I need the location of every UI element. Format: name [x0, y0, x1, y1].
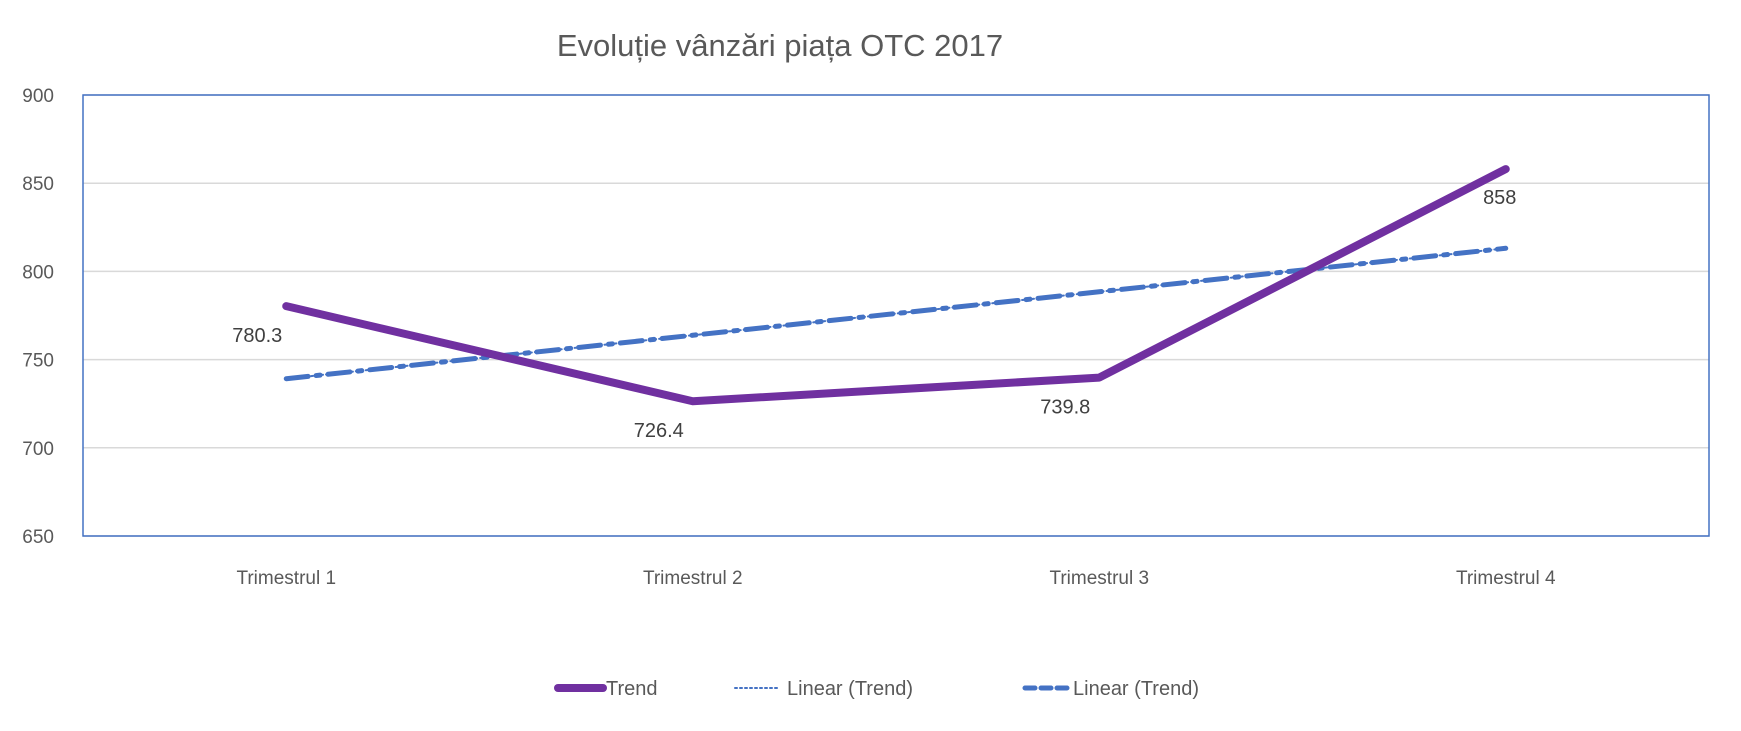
- plot-area-border: [82, 94, 1710, 537]
- y-tick-label: 800: [22, 262, 54, 283]
- x-tick-label: Trimestrul 2: [643, 568, 743, 589]
- x-tick-label: Trimestrul 1: [236, 568, 336, 589]
- legend-label: Linear (Trend): [787, 678, 913, 700]
- data-label: 780.3: [232, 325, 282, 347]
- legend-label: Trend: [606, 678, 658, 700]
- y-tick-label: 850: [22, 174, 54, 195]
- x-tick-label: Trimestrul 4: [1456, 568, 1556, 589]
- data-label: 858: [1483, 187, 1516, 209]
- y-tick-label: 900: [22, 86, 54, 107]
- y-tick-label: 650: [22, 527, 54, 548]
- y-tick-label: 750: [22, 351, 54, 372]
- chart-title: Evoluție vânzări piața OTC 2017: [557, 28, 1003, 63]
- y-tick-label: 700: [22, 439, 54, 460]
- data-label: 739.8: [1040, 397, 1090, 419]
- data-label: 726.4: [634, 420, 684, 442]
- x-tick-label: Trimestrul 3: [1049, 568, 1149, 589]
- series-line-solid: [282, 165, 1510, 406]
- legend-label: Linear (Trend): [1073, 678, 1199, 700]
